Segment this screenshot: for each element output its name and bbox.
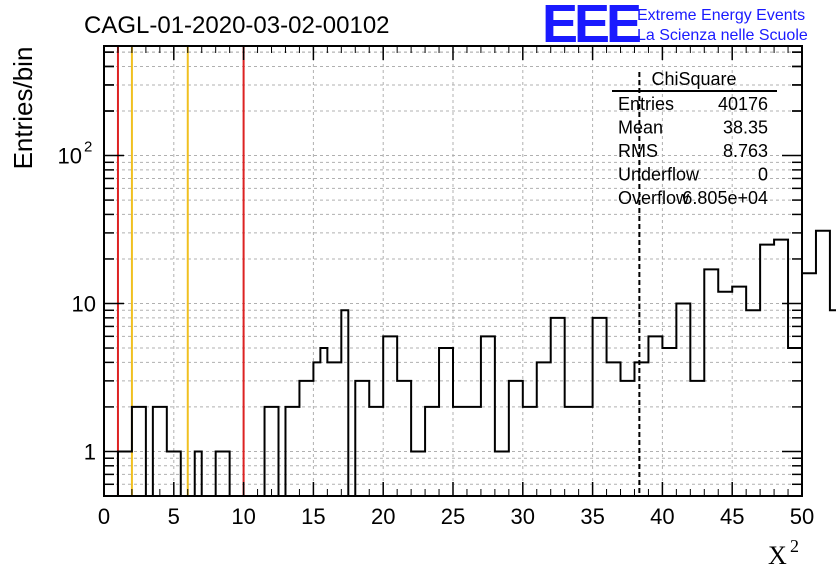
x-tick-label: 10 xyxy=(231,504,255,529)
eee-logo-line1: Extreme Energy Events xyxy=(637,7,805,24)
grid-lines xyxy=(104,46,802,496)
stats-row-value: 6.805e+04 xyxy=(682,188,768,208)
x-tick-label: 20 xyxy=(371,504,395,529)
chart-title: CAGL-01-2020-03-02-00102 xyxy=(84,12,390,39)
eee-logo-line2: La Scienza nelle Scuole xyxy=(637,27,808,44)
x-tick-label: 25 xyxy=(441,504,465,529)
stats-row-value: 8.763 xyxy=(723,141,768,161)
threshold-lines xyxy=(116,46,245,496)
x-axis-label-sup: 2 xyxy=(790,536,799,556)
stats-box-rows: Entries 40176 Mean 38.35 RMS 8.763 Underflow 0 O… xyxy=(618,94,768,208)
stats-row-label: Mean xyxy=(618,118,663,138)
x-axis-label: X 2 xyxy=(768,536,799,570)
stats-row-label: Entries xyxy=(618,94,674,114)
x-tick-label: 0 xyxy=(98,504,110,529)
y-tick-label: 10 xyxy=(58,144,82,169)
y-tick-label-exponent: 2 xyxy=(84,139,92,156)
x-tick-label: 15 xyxy=(301,504,325,529)
eee-logo: EEE Extreme Energy Events La Scienza nel… xyxy=(542,0,808,54)
y-tick-label: 1 xyxy=(84,439,96,464)
x-tick-label: 35 xyxy=(580,504,604,529)
x-tick-label: 50 xyxy=(790,504,814,529)
stats-row-label: RMS xyxy=(618,141,658,161)
stats-row-label: Underflow xyxy=(618,165,700,185)
stats-row-value: 40176 xyxy=(718,94,768,114)
y-tick-label: 10 xyxy=(72,292,96,317)
y-axis-label: Entries/bin xyxy=(8,47,38,170)
stats-row-value: 38.35 xyxy=(723,118,768,138)
x-tick-label: 5 xyxy=(168,504,180,529)
stats-row-label: Overflow xyxy=(618,188,690,208)
x-tick-label: 40 xyxy=(650,504,674,529)
histogram-layer xyxy=(104,229,836,497)
stats-row-value: 0 xyxy=(758,165,768,185)
x-tick-label: 45 xyxy=(720,504,744,529)
stats-box: ChiSquare Entries 40176 Mean 38.35 RMS 8.763 U… xyxy=(612,69,777,208)
histogram-outline xyxy=(104,229,836,497)
x-tick-label: 30 xyxy=(511,504,535,529)
x-axis-label-base: X xyxy=(768,541,787,570)
stats-box-title: ChiSquare xyxy=(651,69,736,89)
